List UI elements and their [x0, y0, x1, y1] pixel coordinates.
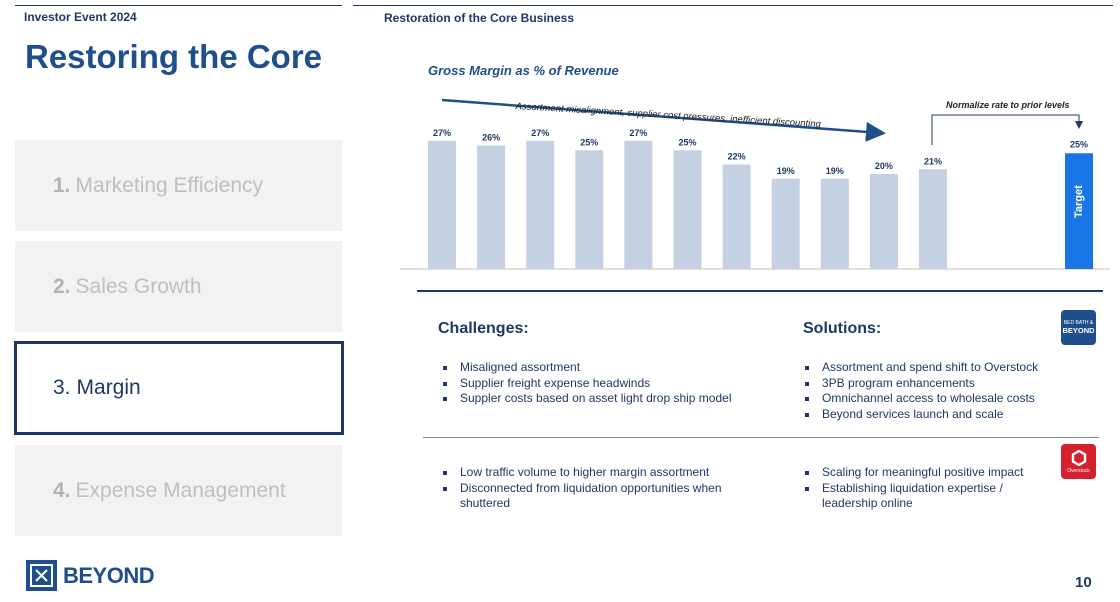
target-annotation: Normalize rate to prior levels	[946, 100, 1070, 110]
gross-margin-bar	[575, 150, 604, 269]
bar-value-label: 25%	[580, 137, 598, 147]
list-item: Suppler costs based on asset light drop …	[433, 391, 733, 407]
page-title: Restoring the Core	[25, 38, 323, 75]
gross-margin-bar	[526, 140, 555, 269]
list-item: Establishing liquidation expertise / lea…	[795, 481, 1035, 512]
bar-value-label: 19%	[777, 166, 795, 176]
beyond-logo: BEYOND	[26, 560, 155, 591]
gross-margin-chart: 27% 26% 27% 25% 27% 25% 22% 19% 19% 20% 21% 25% Targ…	[400, 98, 1110, 270]
solutions-heading: Solutions:	[803, 320, 882, 337]
gross-margin-bar	[820, 178, 849, 269]
nav-item-sales-growth[interactable]: 2. Sales Growth	[15, 241, 342, 332]
nav-item-margin[interactable]: 3. Margin	[14, 341, 344, 435]
target-arrow	[931, 114, 1083, 145]
overstock-mark-icon	[1071, 449, 1086, 466]
chart-title: Gross Margin as % of Revenue	[428, 63, 619, 78]
bar-value-label: 19%	[826, 166, 844, 176]
beyond-logo-mark-icon	[26, 560, 57, 591]
header-rule-left	[15, 5, 342, 6]
group-divider	[423, 437, 1099, 438]
list-item: Beyond services launch and scale	[795, 407, 1065, 423]
nav-item-label: Sales Growth	[75, 274, 202, 298]
challenges-list-2: Low traffic volume to higher margin asso…	[433, 465, 753, 512]
nav-item-marketing-efficiency[interactable]: 1. Marketing Efficiency	[15, 140, 342, 231]
gross-margin-bar	[869, 174, 898, 269]
bar-value-label: 26%	[482, 133, 500, 143]
gross-margin-bar	[624, 140, 653, 269]
solutions-list-2: Scaling for meaningful positive impact E…	[795, 465, 1035, 512]
bar-value-label: 20%	[875, 161, 893, 171]
list-item: Disconnected from liquidation opportunit…	[433, 481, 753, 512]
list-item: Supplier freight expense headwinds	[433, 376, 733, 392]
nav-item-number: 4.	[53, 478, 71, 502]
nav-item-label: Marketing Efficiency	[75, 173, 264, 197]
header-rule-right	[353, 5, 1113, 6]
bar-value-label: 21%	[924, 156, 942, 166]
bed-bath-beyond-logo-icon: BED BATH & BEYOND	[1061, 310, 1096, 345]
trend-arrow	[441, 98, 886, 142]
overstock-badge-label: Overstock	[1067, 467, 1090, 474]
target-value-label: 25%	[1070, 139, 1088, 149]
target-bar	[1065, 153, 1093, 269]
gross-margin-bar	[673, 150, 702, 269]
gross-margin-bar	[477, 145, 506, 269]
gross-margin-bar	[771, 178, 800, 269]
logo-text: BEYOND	[63, 562, 155, 588]
gross-margin-bar	[722, 164, 751, 269]
list-item: Low traffic volume to higher margin asso…	[433, 465, 753, 481]
target-bar-label: Target	[1073, 185, 1085, 218]
badge-line2: BEYOND	[1062, 326, 1095, 335]
challenges-heading: Challenges:	[438, 320, 529, 337]
gross-margin-bar	[919, 169, 947, 269]
nav-item-number: 3.	[53, 376, 71, 399]
bar-value-label: 27%	[531, 128, 549, 138]
overstock-logo-icon: Overstock	[1061, 444, 1096, 479]
challenges-list-1: Misaligned assortment Supplier freight e…	[433, 360, 733, 407]
list-item: 3PB program enhancements	[795, 376, 1065, 392]
event-label: Investor Event 2024	[24, 10, 137, 24]
section-label: Restoration of the Core Business	[384, 11, 575, 25]
page-number: 10	[1075, 574, 1092, 591]
list-item: Scaling for meaningful positive impact	[795, 465, 1035, 481]
list-item: Misaligned assortment	[433, 360, 733, 376]
bar-value-label: 27%	[433, 128, 451, 138]
nav-item-expense-management[interactable]: 4. Expense Management	[15, 445, 342, 536]
section-divider	[417, 290, 1103, 292]
bar-value-label: 25%	[678, 137, 696, 147]
nav-item-label: Margin	[76, 376, 141, 399]
bar-value-label: 22%	[728, 152, 746, 162]
solutions-list-1: Assortment and spend shift to Overstock …	[795, 360, 1065, 422]
nav-item-number: 1.	[53, 173, 71, 197]
gross-margin-bar	[428, 140, 456, 269]
badge-line1: BED BATH &	[1063, 320, 1094, 326]
nav-item-label: Expense Management	[75, 478, 286, 502]
list-item: Omnichannel access to wholesale costs	[795, 391, 1065, 407]
bar-value-label: 27%	[629, 128, 647, 138]
nav-item-number: 2.	[53, 274, 71, 298]
list-item: Assortment and spend shift to Overstock	[795, 360, 1065, 376]
